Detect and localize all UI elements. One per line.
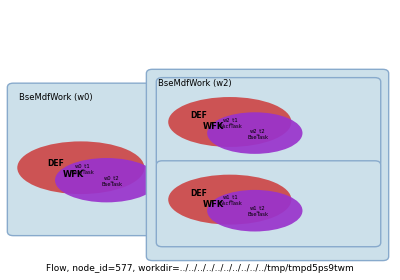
Ellipse shape — [17, 141, 144, 194]
FancyBboxPatch shape — [146, 69, 389, 261]
Text: DEF: DEF — [190, 189, 207, 198]
Text: w2_t1
NscfTask: w2_t1 NscfTask — [220, 117, 242, 129]
Text: WFK: WFK — [63, 170, 84, 179]
Text: w1_t2
BseTask: w1_t2 BseTask — [247, 206, 268, 218]
Text: WFK: WFK — [203, 122, 224, 131]
Text: w0_t2
BseTask: w0_t2 BseTask — [101, 175, 122, 187]
Ellipse shape — [207, 112, 302, 154]
Text: DEF: DEF — [47, 159, 64, 168]
Ellipse shape — [168, 175, 291, 225]
FancyBboxPatch shape — [156, 78, 381, 166]
Text: BseMdfWork (w2): BseMdfWork (w2) — [158, 79, 232, 88]
Text: w0_t1
NscfTask: w0_t1 NscfTask — [71, 163, 94, 175]
Text: Flow, node_id=577, workdir=../../../../../../../../../../tmp/tmpd5ps9twm: Flow, node_id=577, workdir=../../../../.… — [46, 264, 354, 273]
Text: w1_t1
NscfTask: w1_t1 NscfTask — [220, 195, 242, 206]
Text: DEF: DEF — [190, 111, 207, 120]
FancyBboxPatch shape — [156, 161, 381, 247]
Ellipse shape — [55, 158, 158, 202]
Ellipse shape — [168, 97, 291, 147]
Text: w2_t2
BseTask: w2_t2 BseTask — [247, 128, 268, 140]
Text: BseMdfWork (w0): BseMdfWork (w0) — [19, 93, 93, 102]
FancyBboxPatch shape — [7, 83, 194, 236]
Ellipse shape — [207, 190, 302, 232]
Text: WFK: WFK — [203, 200, 224, 209]
